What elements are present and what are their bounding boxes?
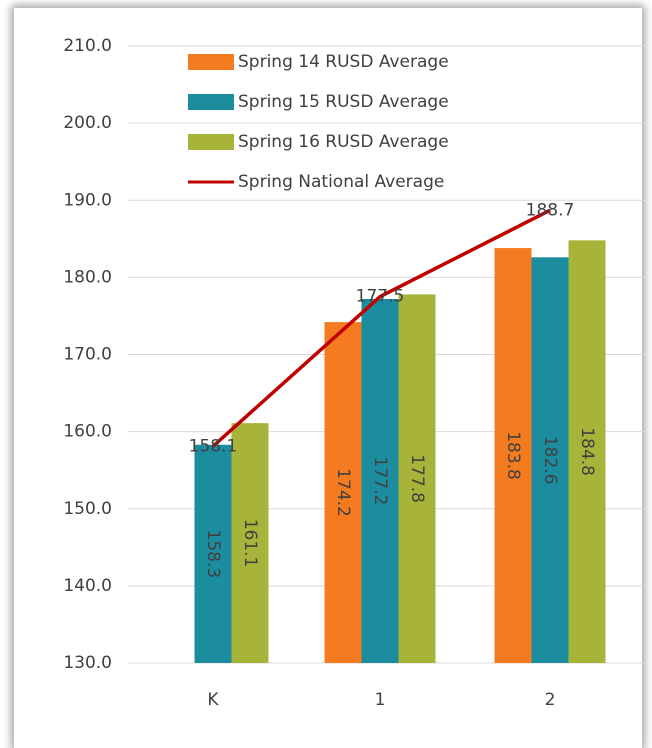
line-value-label: 158.1 — [189, 436, 238, 456]
legend-swatch — [188, 94, 234, 110]
y-tick-label: 150.0 — [63, 499, 112, 519]
y-tick-label: 130.0 — [63, 653, 112, 673]
legend-label: Spring 16 RUSD Average — [238, 132, 449, 152]
x-tick-label: 2 — [545, 690, 556, 710]
bar-value-label: 174.2 — [333, 468, 353, 517]
y-tick-label: 190.0 — [63, 190, 112, 210]
bar-value-label: 183.8 — [503, 431, 523, 480]
bar-value-label: 177.8 — [407, 454, 427, 503]
legend-label: Spring National Average — [238, 172, 444, 192]
bar — [494, 248, 532, 663]
legend-swatch — [188, 134, 234, 150]
bar — [361, 298, 399, 663]
bar — [194, 444, 232, 663]
bar-value-label: 158.3 — [203, 530, 223, 579]
y-tick-label: 210.0 — [63, 36, 112, 56]
y-tick-label: 140.0 — [63, 576, 112, 596]
line-series — [211, 208, 551, 448]
legend-label: Spring 15 RUSD Average — [238, 92, 449, 112]
y-tick-label: 200.0 — [63, 113, 112, 133]
y-tick-label: 160.0 — [63, 422, 112, 442]
x-tick-label: 1 — [375, 690, 386, 710]
y-tick-label: 170.0 — [63, 345, 112, 365]
bar — [531, 257, 569, 663]
bar-value-label: 177.2 — [370, 457, 390, 506]
legend-swatch — [188, 54, 234, 70]
bar-value-label: 161.1 — [240, 519, 260, 568]
bar — [568, 240, 606, 664]
line-value-label: 188.7 — [526, 200, 575, 220]
x-tick-label: K — [207, 690, 219, 710]
y-tick-label: 180.0 — [63, 267, 112, 287]
line-value-label: 177.5 — [356, 287, 405, 307]
legend-label: Spring 14 RUSD Average — [238, 52, 449, 72]
bar-value-label: 184.8 — [577, 427, 597, 476]
bar — [231, 423, 269, 663]
bar — [324, 322, 362, 663]
bar-value-label: 182.6 — [540, 436, 560, 485]
bar — [398, 294, 436, 663]
